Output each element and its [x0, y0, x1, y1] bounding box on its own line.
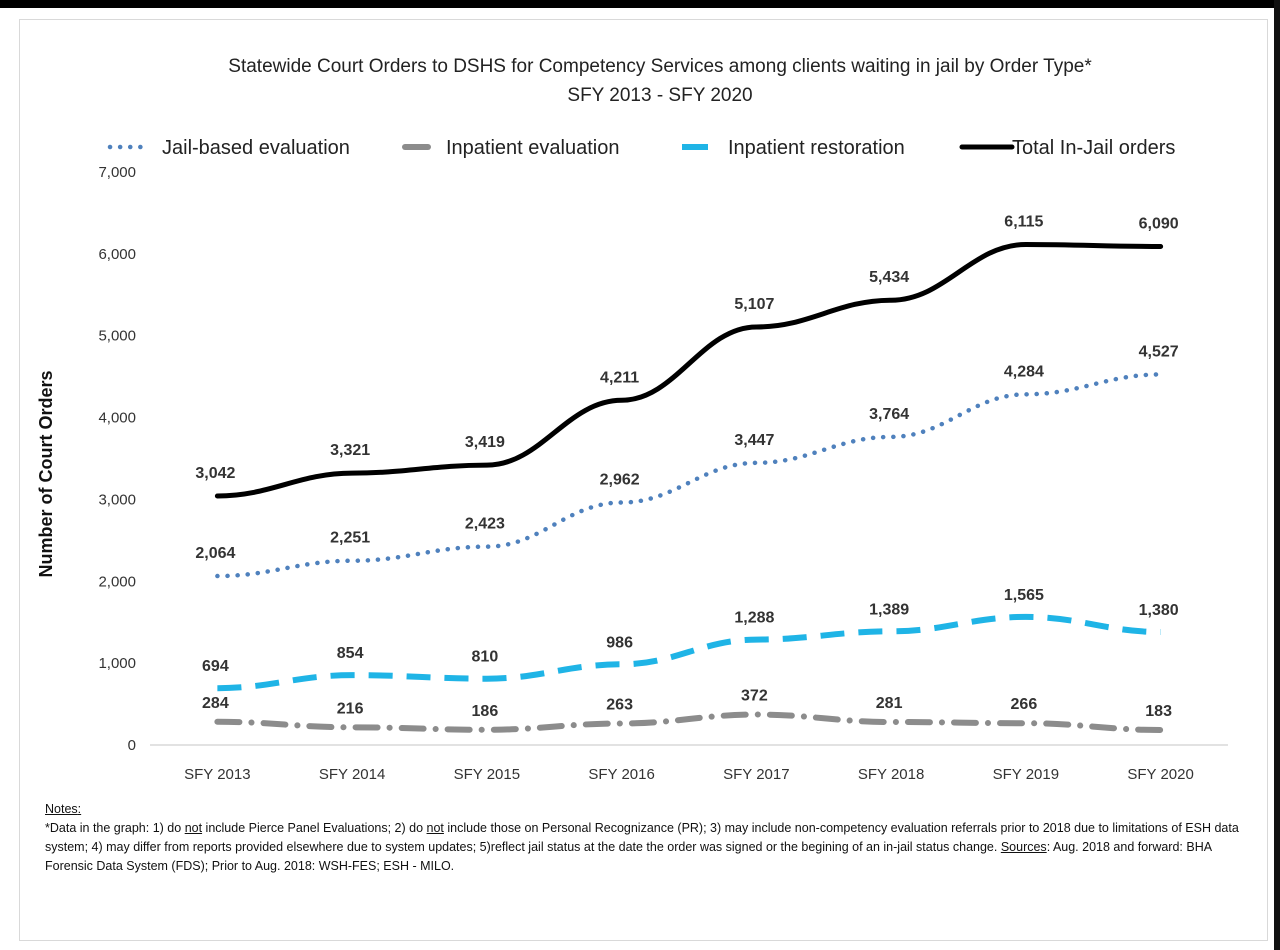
x-tick-label: SFY 2019 [993, 766, 1059, 783]
notes-not-1: not [184, 821, 203, 835]
data-label: 2,064 [195, 545, 235, 562]
y-axis-label: Number of Court Orders [36, 370, 56, 577]
x-tick-label: SFY 2013 [184, 766, 250, 783]
notes-sources-label: Sources [1000, 840, 1047, 854]
y-tick-label: 5,000 [98, 328, 136, 345]
data-label: 3,764 [869, 406, 909, 423]
data-label: 5,107 [734, 296, 774, 313]
data-label: 3,042 [195, 465, 235, 482]
data-label: 6,090 [1139, 215, 1179, 232]
data-labels-layer: 2,064 2,251 2,423 2,962 3,447 3,764 4,284 4,527… [195, 213, 1178, 720]
y-tick-label: 4,000 [98, 410, 136, 427]
data-label: 3,321 [330, 442, 370, 459]
y-tick-label: 7,000 [98, 164, 136, 181]
notes-heading-text: Notes [45, 802, 78, 816]
data-label: 810 [472, 649, 499, 666]
data-label: 372 [741, 688, 768, 705]
y-tick-label: 6,000 [98, 246, 136, 263]
chart-title: Statewide Court Orders to DSHS for Compe… [228, 56, 1092, 77]
data-label: 3,419 [465, 434, 505, 451]
data-label: 3,447 [734, 432, 774, 449]
x-tick-label: SFY 2015 [454, 766, 520, 783]
right-border [1274, 0, 1280, 950]
data-label: 263 [606, 696, 633, 713]
notes-part-2: include Pierce Panel Evaluations; 2) do [202, 821, 427, 835]
series-line [214, 241, 1164, 499]
data-label: 4,284 [1004, 363, 1044, 380]
notes-part-1: *Data in the graph: 1) do [45, 821, 185, 835]
x-tick-label: SFY 2017 [723, 766, 789, 783]
notes-heading: Notes: [45, 802, 82, 816]
series-line [214, 711, 1164, 734]
data-label: 183 [1145, 703, 1172, 720]
x-axis-ticks: SFY 2013 SFY 2014 SFY 2015 SFY 2016 SFY 2017… [184, 766, 1194, 783]
x-tick-label: SFY 2018 [858, 766, 924, 783]
data-label: 6,115 [1004, 213, 1043, 230]
y-axis-ticks: 7,000 6,000 5,000 4,000 3,000 2,000 1,000 0 [98, 164, 136, 754]
notes-not-2: not [426, 821, 444, 835]
x-tick-label: SFY 2016 [588, 766, 654, 783]
data-label: 1,288 [734, 610, 774, 627]
notes-part-4: : Aug. 2018 and forward: BHA Forensic Da… [45, 840, 1212, 873]
notes-text: *Data in the graph: 1) do not include Pi… [45, 821, 1239, 873]
data-label: 216 [337, 700, 364, 717]
y-tick-label: 1,000 [98, 655, 136, 672]
data-label: 4,211 [600, 369, 639, 386]
data-label: 186 [472, 703, 499, 720]
data-label: 2,251 [330, 530, 370, 547]
data-label: 4,527 [1139, 343, 1179, 360]
series-layer [214, 241, 1164, 734]
data-label: 2,423 [465, 516, 505, 533]
x-tick-label: SFY 2020 [1127, 766, 1193, 783]
data-label: 1,380 [1139, 602, 1179, 619]
data-label: 694 [202, 658, 229, 675]
data-label: 266 [1011, 696, 1038, 713]
series-line [215, 372, 1163, 579]
notes-section: Notes: *Data in the graph: 1) do not inc… [45, 800, 1255, 876]
chart-card [19, 19, 1268, 941]
data-label: 281 [876, 695, 903, 712]
data-label: 284 [202, 695, 229, 712]
chart-subtitle: SFY 2013 - SFY 2020 [567, 85, 752, 106]
y-tick-label: 0 [128, 737, 136, 754]
data-label: 1,565 [1004, 587, 1044, 604]
legend: Jail-based evaluation Inpatient evaluatio… [107, 137, 1175, 159]
y-tick-label: 2,000 [98, 573, 136, 590]
data-label: 1,389 [869, 601, 909, 618]
legend-label: Total In-Jail orders [1012, 137, 1175, 159]
legend-label: Jail-based evaluation [162, 137, 350, 159]
legend-label: Inpatient restoration [728, 137, 905, 159]
data-label: 5,434 [869, 269, 909, 286]
legend-label: Inpatient evaluation [446, 137, 619, 159]
x-tick-label: SFY 2014 [319, 766, 385, 783]
data-label: 854 [337, 645, 364, 662]
data-label: 986 [606, 634, 633, 651]
series-line [217, 613, 1161, 692]
top-border [0, 0, 1280, 8]
notes-part-3: include those on Personal Recognizance (… [45, 821, 1239, 854]
data-label: 2,962 [600, 472, 640, 489]
y-tick-label: 3,000 [98, 491, 136, 508]
